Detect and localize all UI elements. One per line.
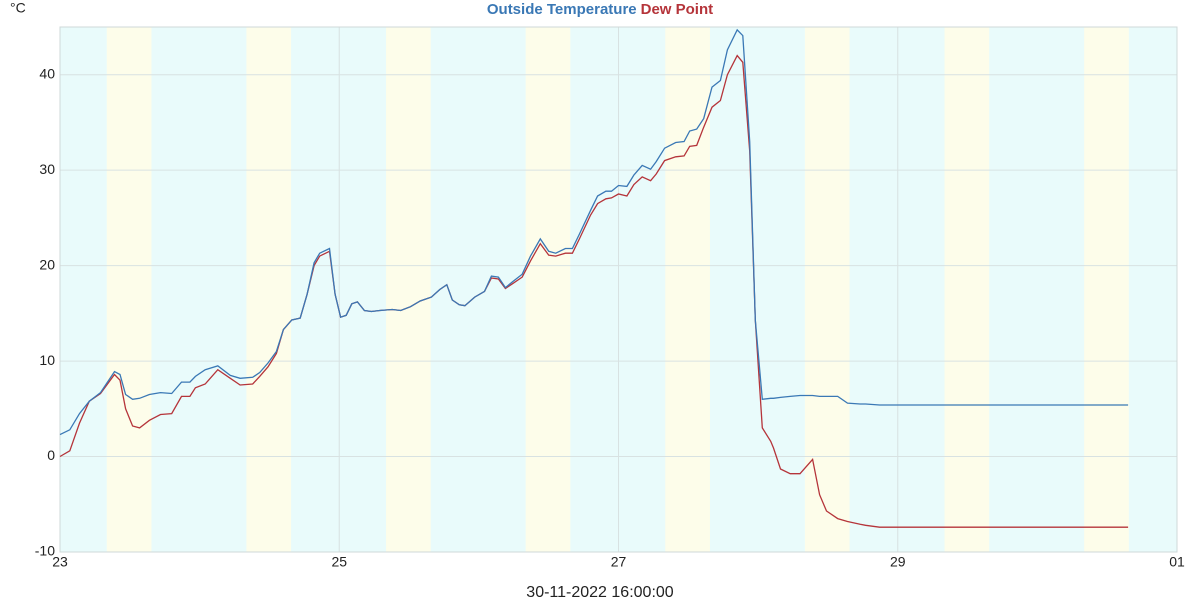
night-band [665,27,710,552]
x-tick-label: 29 [890,554,906,570]
y-tick-label: 30 [39,161,55,177]
night-band [944,27,990,552]
plot-frame [59,26,1178,553]
night-band [106,27,152,552]
x-tick-label: 25 [331,554,347,570]
y-tick-label: 10 [39,352,55,368]
legend: Outside Temperature Dew Point [0,0,1200,20]
night-band [246,27,292,552]
night-band [525,27,571,552]
x-tick-label: 01 [1169,554,1185,570]
night-band [804,27,850,552]
x-axis-title: 30-11-2022 16:00:00 [526,584,673,600]
y-tick-label: 20 [39,256,55,272]
legend-entry: Dew Point [640,1,714,18]
y-tick-label: 40 [39,65,55,81]
y-tick-label: 0 [47,447,55,463]
series-line [59,28,1129,436]
legend-entry: Outside Temperature [486,1,637,18]
night-band [386,27,431,552]
y-tick-label: -10 [35,543,55,559]
x-tick-label: 23 [52,554,68,570]
x-tick-label: 27 [611,554,627,570]
y-unit: °C [10,0,26,16]
night-band [1084,27,1129,552]
